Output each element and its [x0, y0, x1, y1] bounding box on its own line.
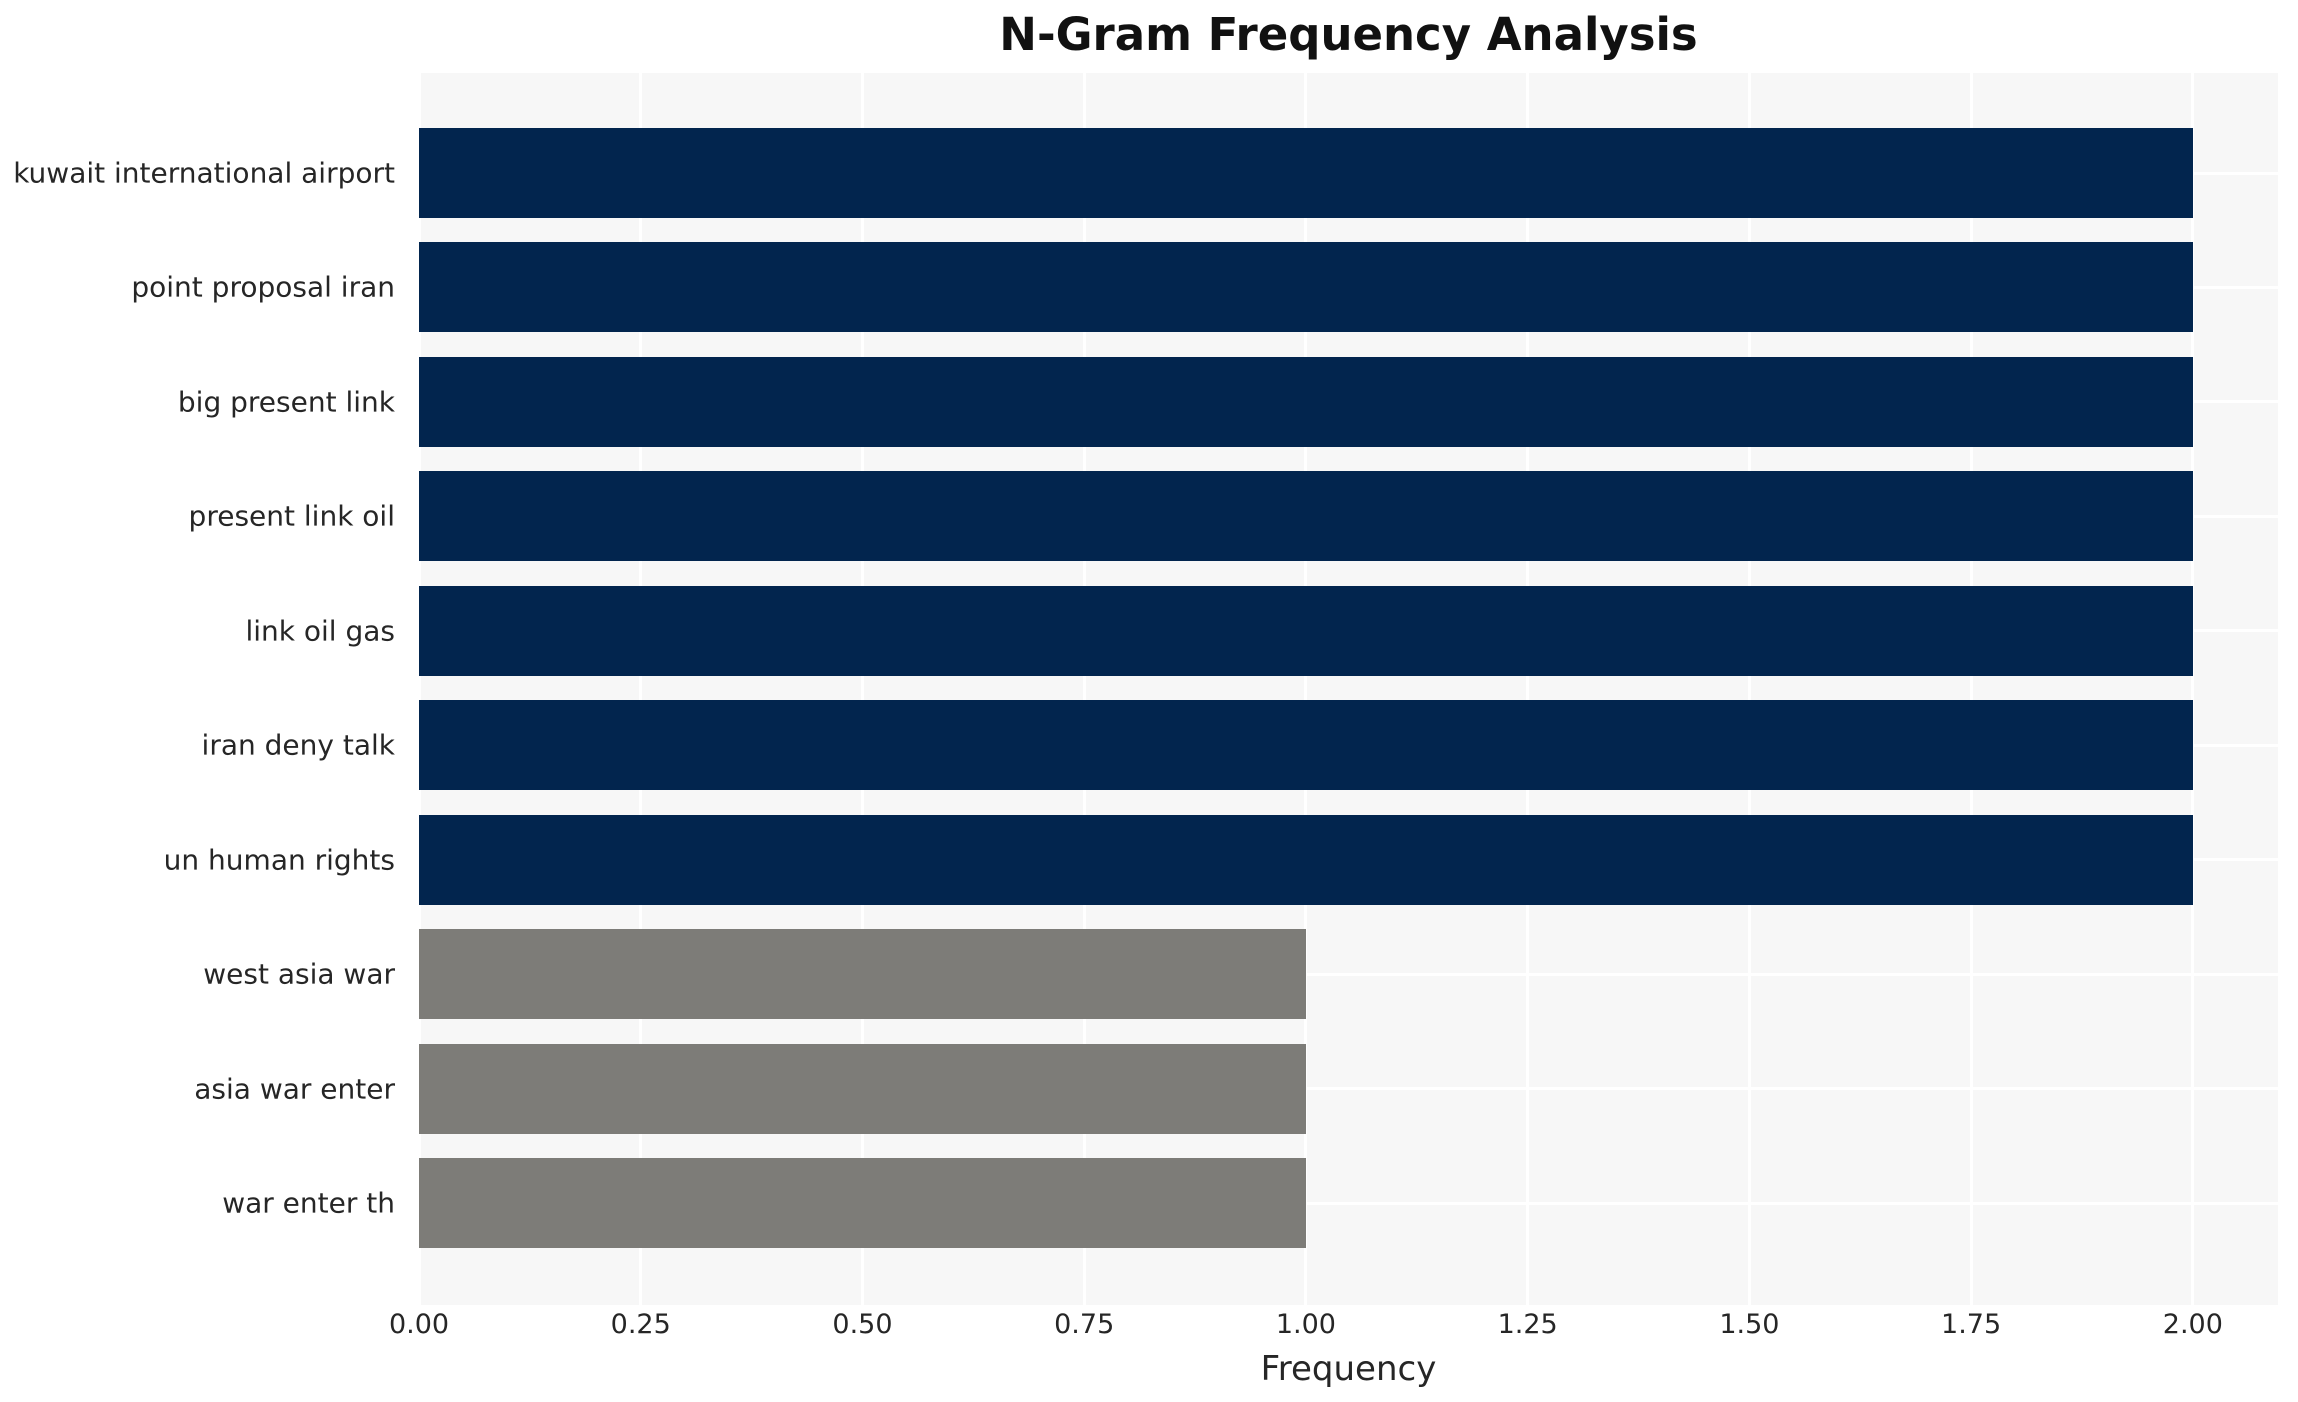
y-tick-label: link oil gas	[245, 614, 395, 648]
bar-big-present-link	[419, 356, 2193, 447]
y-tick-label: big present link	[177, 385, 395, 419]
gridline-vertical	[1304, 73, 1308, 1305]
y-tick-label: iran deny talk	[201, 728, 395, 762]
y-tick-label: point proposal iran	[131, 270, 395, 304]
x-tick-label: 0.00	[388, 1309, 450, 1340]
y-tick-label: present link oil	[188, 499, 395, 533]
x-tick-label: 0.75	[1054, 1309, 1115, 1340]
bar-war-enter-th	[419, 1158, 1306, 1248]
y-tick-label: west asia war	[203, 957, 395, 991]
bar-present-link-oil	[419, 471, 2193, 562]
gridline-vertical	[419, 73, 421, 1305]
x-tick-label: 0.50	[832, 1309, 893, 1340]
gridline-vertical	[1747, 73, 1751, 1305]
x-tick-label: 2.00	[2162, 1309, 2223, 1340]
x-tick-label: 1.25	[1497, 1309, 1558, 1340]
chart-title: N-Gram Frequency Analysis	[999, 8, 1698, 61]
bar-link-oil-gas	[419, 585, 2193, 676]
y-axis-labels: kuwait international airport point propos…	[0, 0, 407, 1402]
y-tick-label: un human rights	[163, 843, 395, 877]
x-axis-title: Frequency	[1260, 1349, 1437, 1389]
gridline-horizontal	[419, 1201, 2278, 1205]
gridline-vertical	[1082, 73, 1086, 1305]
bar-iran-deny-talk	[419, 700, 2193, 791]
bar-un-human-rights	[419, 814, 2193, 905]
y-tick-label: war enter th	[222, 1186, 395, 1220]
x-tick-label: 1.00	[1275, 1309, 1336, 1340]
gridline-vertical	[860, 73, 864, 1305]
y-tick-label: asia war enter	[194, 1072, 395, 1106]
bar-kuwait-international-airport	[419, 128, 2193, 218]
bar-west-asia-war	[419, 929, 1306, 1020]
bar-asia-war-enter	[419, 1043, 1306, 1134]
gridline-horizontal	[419, 1087, 2278, 1091]
x-axis-ticks: 0.00 0.25 0.50 0.75 1.00 1.25 1.50 1.75 2.00	[389, 1309, 2278, 1349]
x-tick-label: 1.50	[1719, 1309, 1780, 1340]
y-tick-label: kuwait international airport	[13, 156, 395, 190]
gridline-vertical	[639, 73, 643, 1305]
gridline-horizontal	[419, 972, 2278, 976]
x-tick-label: 1.75	[1941, 1309, 2002, 1340]
gridline-vertical	[1526, 73, 1530, 1305]
plot-area	[419, 73, 2278, 1305]
gridline-vertical	[1969, 73, 1973, 1305]
bar-point-proposal-iran	[419, 242, 2193, 333]
gridline-vertical	[2191, 73, 2195, 1305]
x-tick-label: 0.25	[610, 1309, 671, 1340]
